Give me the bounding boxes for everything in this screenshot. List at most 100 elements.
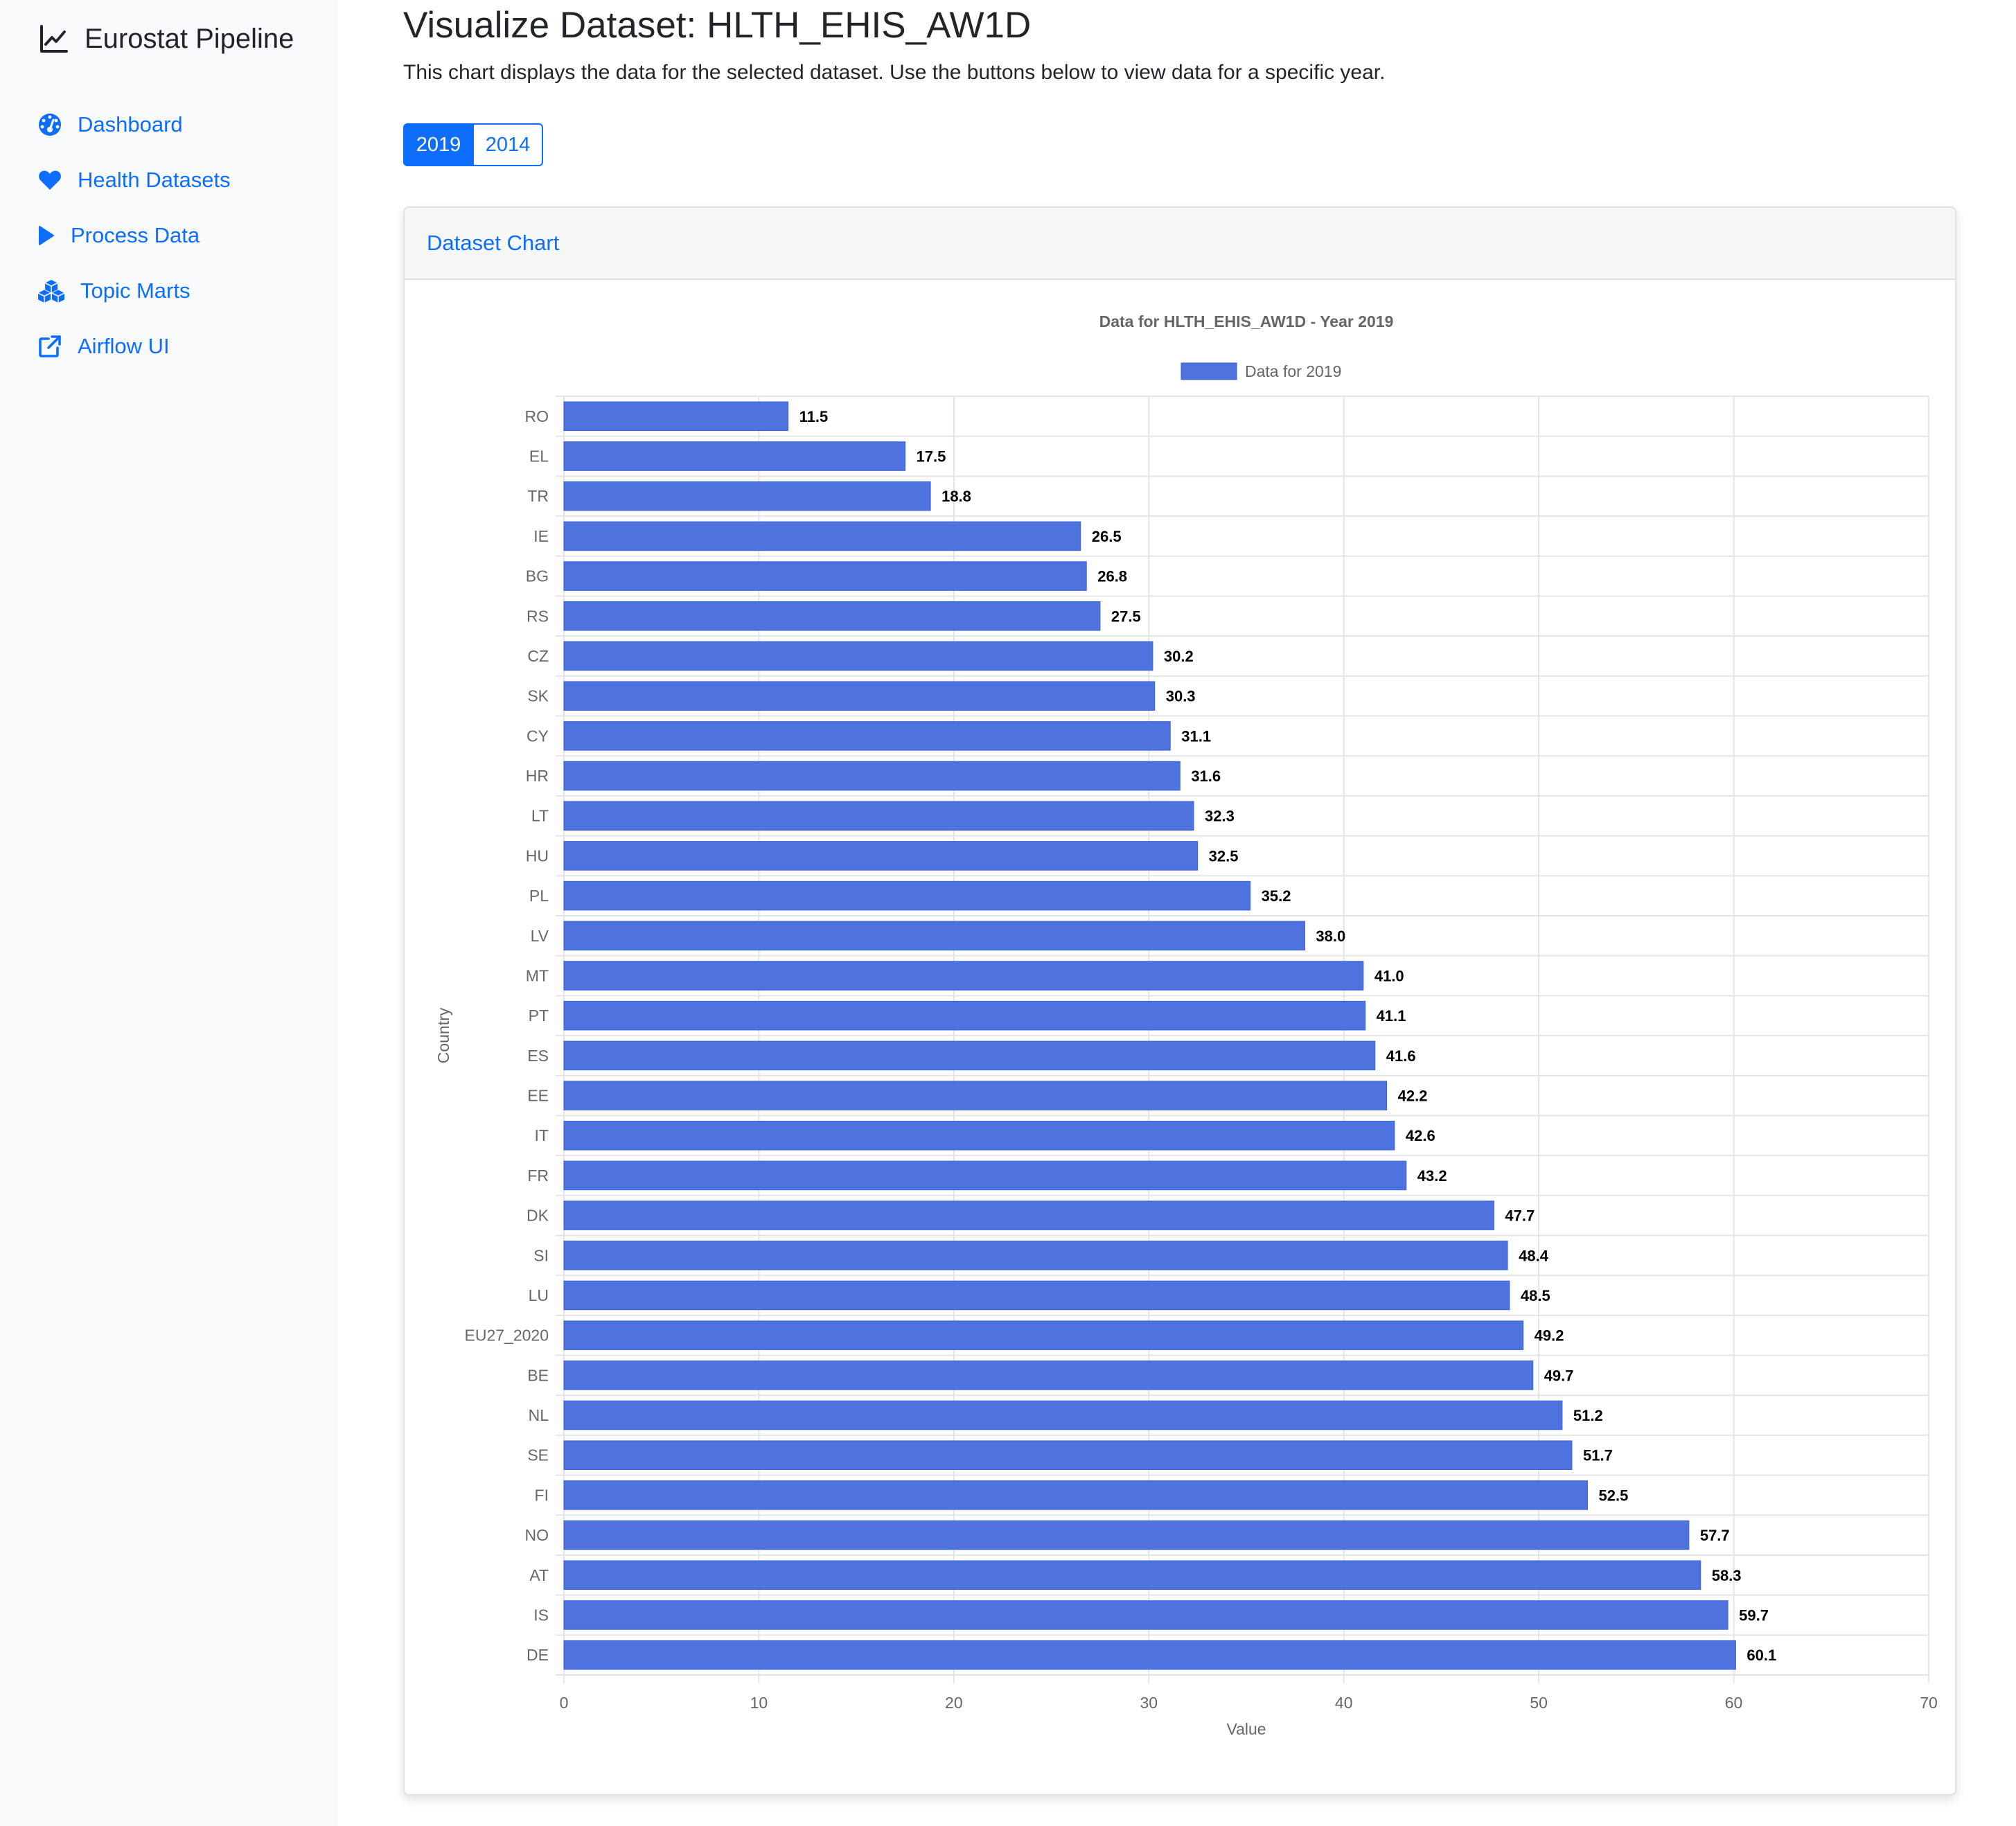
- y-tick-label: RO: [525, 407, 549, 425]
- bar-value-label: 30.2: [1164, 648, 1194, 665]
- bar: [563, 481, 931, 511]
- bar: [563, 601, 1101, 631]
- bar: [563, 1360, 1534, 1390]
- bar-value-label: 51.7: [1583, 1447, 1613, 1464]
- year-button-2014[interactable]: 2014: [474, 123, 543, 166]
- bar-value-label: 47.7: [1505, 1207, 1535, 1225]
- y-tick-label: LV: [531, 927, 549, 945]
- y-tick-label: FI: [535, 1486, 549, 1504]
- y-tick-label: IT: [535, 1126, 549, 1144]
- y-axis-label: Country: [434, 1007, 452, 1063]
- bar-value-label: 48.4: [1519, 1247, 1549, 1264]
- bar-value-label: 58.3: [1712, 1567, 1742, 1584]
- bar: [563, 1600, 1728, 1630]
- brand[interactable]: Eurostat Pipeline: [39, 18, 294, 60]
- bar-value-label: 42.6: [1406, 1127, 1435, 1144]
- bar-value-label: 32.3: [1205, 808, 1235, 825]
- y-tick-label: DE: [527, 1646, 549, 1664]
- y-tick-label: PL: [529, 887, 549, 905]
- y-tick-label: MT: [526, 966, 549, 984]
- y-tick-label: BE: [527, 1366, 549, 1384]
- bar: [563, 880, 1251, 911]
- y-tick-label: ES: [527, 1047, 549, 1065]
- sidebar-item-label: Topic Marts: [80, 278, 191, 303]
- y-tick-label: BG: [526, 567, 549, 585]
- y-tick-label: HR: [526, 767, 549, 785]
- bar-value-label: 57.7: [1700, 1527, 1730, 1544]
- x-tick-label: 50: [1530, 1694, 1548, 1712]
- bar-value-label: 41.0: [1374, 967, 1404, 984]
- y-tick-label: SI: [533, 1246, 549, 1264]
- bar-value-label: 35.2: [1262, 887, 1291, 905]
- bar-value-label: 31.1: [1181, 727, 1211, 745]
- bar: [563, 1560, 1701, 1590]
- x-tick-label: 0: [560, 1694, 569, 1712]
- bar-value-label: 30.3: [1166, 688, 1196, 705]
- y-tick-label: SK: [527, 687, 549, 705]
- brand-title: Eurostat Pipeline: [85, 23, 294, 54]
- x-axis-label: Value: [1226, 1720, 1266, 1738]
- heart-icon: [37, 168, 62, 193]
- bar-value-label: 31.6: [1191, 768, 1221, 785]
- bar: [563, 1000, 1366, 1031]
- bar: [563, 1120, 1395, 1151]
- bar-value-label: 43.2: [1417, 1167, 1447, 1185]
- bar: [563, 1440, 1573, 1470]
- bar: [563, 641, 1153, 671]
- page-title: Visualize Dataset: HLTH_EHIS_AW1D: [403, 5, 1032, 46]
- chart-title: Data for HLTH_EHIS_AW1D - Year 2019: [1099, 312, 1394, 330]
- card-header: Dataset Chart: [405, 208, 1955, 280]
- bar: [563, 1040, 1376, 1071]
- bar: [563, 521, 1081, 551]
- x-tick-label: 60: [1725, 1694, 1743, 1712]
- sidebar-item-airflow-ui[interactable]: Airflow UI: [37, 319, 231, 374]
- bar: [563, 1200, 1494, 1230]
- bar: [563, 961, 1364, 991]
- x-tick-label: 70: [1920, 1694, 1938, 1712]
- y-tick-label: HU: [526, 846, 549, 865]
- bar-chart: Data for HLTH_EHIS_AW1D - Year 2019 Data …: [434, 312, 1938, 1738]
- y-tick-label: RS: [527, 607, 549, 625]
- bar: [563, 401, 789, 432]
- bar: [563, 761, 1181, 791]
- y-tick-label: LU: [529, 1286, 549, 1304]
- bar-value-label: 51.2: [1573, 1407, 1603, 1424]
- y-tick-label: EU27_2020: [465, 1327, 549, 1345]
- bar: [563, 1640, 1736, 1670]
- bar-value-label: 41.6: [1386, 1047, 1416, 1065]
- year-button-2019[interactable]: 2019: [403, 123, 474, 166]
- bar: [563, 441, 905, 471]
- sidebar-item-topic-marts[interactable]: Topic Marts: [37, 263, 231, 319]
- bar: [563, 841, 1199, 871]
- bar: [563, 1480, 1588, 1510]
- bar: [563, 721, 1171, 751]
- bar: [563, 561, 1087, 591]
- sidebar-item-dashboard[interactable]: Dashboard: [37, 97, 231, 152]
- sidebar: Eurostat Pipeline Dashboard: [0, 0, 337, 1826]
- x-tick-label: 20: [945, 1694, 963, 1712]
- y-tick-label: TR: [527, 487, 549, 505]
- bar-value-label: 41.1: [1377, 1007, 1406, 1025]
- bar-value-label: 42.2: [1398, 1088, 1428, 1105]
- y-tick-label: LT: [531, 807, 549, 825]
- year-button-group: 2019 2014: [403, 123, 543, 166]
- chart-container: Data for HLTH_EHIS_AW1D - Year 2019 Data …: [405, 280, 1955, 1794]
- x-tick-label: 30: [1140, 1694, 1158, 1712]
- y-tick-label: IE: [533, 527, 549, 545]
- chart-card: Dataset Chart Data for HLTH_EHIS_AW1D - …: [403, 206, 1956, 1796]
- bar-value-label: 26.5: [1092, 528, 1122, 545]
- line-chart-icon: [39, 24, 69, 54]
- bar-value-label: 27.5: [1111, 608, 1141, 625]
- bar-value-label: 18.8: [941, 488, 971, 505]
- sidebar-item-health-datasets[interactable]: Health Datasets: [37, 152, 231, 208]
- sidebar-nav: Dashboard Health Datasets Process Data: [37, 97, 231, 374]
- sidebar-item-process-data[interactable]: Process Data: [37, 208, 231, 263]
- legend-swatch: [1181, 362, 1237, 380]
- y-tick-label: AT: [529, 1566, 549, 1584]
- sidebar-item-label: Process Data: [71, 223, 200, 247]
- bar-value-label: 48.5: [1521, 1287, 1550, 1304]
- bar-value-label: 59.7: [1739, 1606, 1769, 1624]
- sidebar-item-label: Health Datasets: [78, 168, 231, 192]
- bar-value-label: 32.5: [1209, 847, 1239, 865]
